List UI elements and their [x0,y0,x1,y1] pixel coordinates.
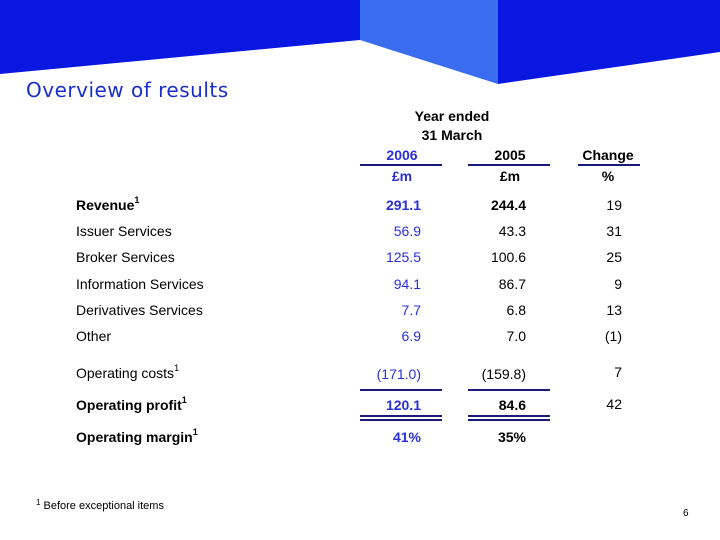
header-rule-2006 [360,164,442,166]
unit-2005: £m [499,168,521,184]
header-rule-change [578,164,640,166]
profit-rule-2006-a [360,415,442,417]
footnote: 1 Before exceptional items [36,498,164,512]
other-2006: 6.9 [401,328,421,344]
operating-margin-2006: 41% [392,429,421,445]
col-header-2006: 2006 [386,147,418,163]
unit-change: % [601,168,615,184]
revenue-2006: 291.1 [385,197,421,213]
revenue-2005: 244.4 [490,197,526,213]
issuer-services-2005: 43.3 [498,223,526,239]
profit-rule-2005-b [468,419,550,421]
row-label-information-services: Information Services [76,276,204,292]
profit-rule-2005-a [468,415,550,417]
information-services-change: 9 [614,276,622,292]
profit-rule-2006-b [360,419,442,421]
header-rule-2005 [468,164,550,166]
page-title: Overview of results [26,78,229,102]
broker-services-2006: 125.5 [385,249,421,265]
banner-left-band [0,0,360,74]
col-header-2005: 2005 [494,147,526,163]
costs-rule-2005 [468,389,550,391]
issuer-services-change: 31 [606,223,622,239]
information-services-2005: 86.7 [498,276,526,292]
costs-rule-2006 [360,389,442,391]
page-number: 6 [683,508,689,519]
derivatives-services-2006: 7.7 [401,302,421,318]
unit-2006: £m [391,168,413,184]
row-label-operating-costs: Operating costs1 [76,363,180,381]
broker-services-2005: 100.6 [490,249,526,265]
derivatives-services-change: 13 [606,302,622,318]
operating-costs-change: 7 [614,364,622,380]
operating-profit-2005: 84.6 [498,397,526,413]
operating-costs-2006: (171.0) [376,366,421,382]
operating-margin-2005: 35% [497,429,526,445]
banner-middle-band [360,0,498,84]
other-change: (1) [604,328,622,344]
operating-profit-change: 42 [606,396,622,412]
year-ended-line2: 31 March [421,127,483,143]
row-label-operating-profit: Operating profit1 [76,395,187,413]
header-banner [0,0,720,84]
issuer-services-2006: 56.9 [393,223,421,239]
row-label-broker-services: Broker Services [76,249,175,265]
broker-services-change: 25 [606,249,622,265]
revenue-change: 19 [606,197,622,213]
row-label-derivatives-services: Derivatives Services [76,302,203,318]
row-label-other: Other [76,328,112,344]
other-2005: 7.0 [506,328,526,344]
row-label-issuer-services: Issuer Services [76,223,172,239]
row-label-revenue: Revenue1 [76,195,140,213]
col-header-change: Change [582,147,634,163]
information-services-2006: 94.1 [393,276,421,292]
row-label-operating-margin: Operating margin1 [76,427,198,445]
operating-costs-2005: (159.8) [481,366,526,382]
year-ended-line1: Year ended [414,108,490,124]
banner-right-band [498,0,720,84]
derivatives-services-2005: 6.8 [506,302,526,318]
operating-profit-2006: 120.1 [385,397,421,413]
